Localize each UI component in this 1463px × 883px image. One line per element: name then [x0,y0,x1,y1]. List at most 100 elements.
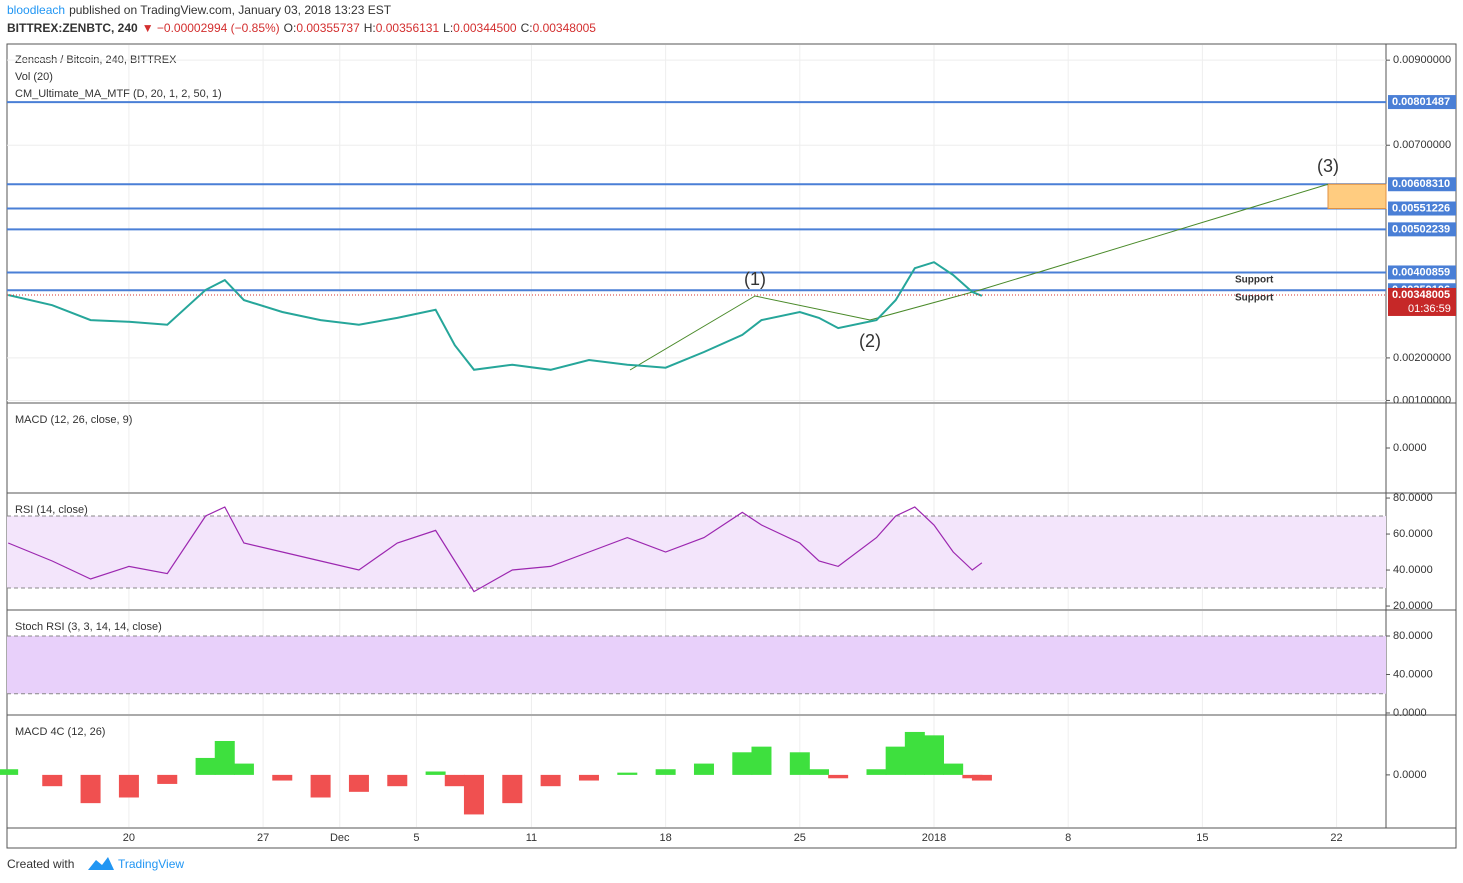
histogram-bar [540,774,561,787]
level-label-bg [1388,95,1456,110]
frame [6,43,1457,849]
y-tick-label: 20.0000 [1393,600,1433,612]
histogram-bar [157,774,178,784]
ohlc-value: 0.00348005 [533,21,597,35]
level-label: 0.00502239 [1392,223,1450,235]
histogram-bar [118,774,139,798]
ohlc-key: C: [521,21,533,35]
histogram-bar [732,752,753,775]
histogram-bar [195,757,216,775]
ohlc-value: 0.00344500 [453,21,517,35]
x-tick-label: 8 [1065,832,1071,844]
tradingview-logo [88,857,114,870]
histogram-bar [578,774,599,781]
histogram-bar [387,774,408,787]
x-tick-label: 20 [123,832,135,844]
ohlc-key: O: [284,21,297,35]
histogram-bar [502,774,523,804]
wave-label: (2) [859,331,881,351]
ohlc-key: L: [443,21,453,35]
level-label: 0.00608310 [1392,178,1450,190]
y-tick-label: 0.00900000 [1393,54,1451,66]
histogram-bar [885,746,906,775]
histogram-bar [444,774,465,787]
histogram-bar [866,769,887,775]
y-tick-label: 0.0000 [1393,769,1427,781]
last-price-bg [1388,287,1456,316]
y-tick-label: 0.00200000 [1393,352,1451,364]
x-tick-label: 22 [1330,832,1342,844]
histogram-bar [789,752,810,775]
target-box [1327,183,1387,210]
indicator-title: Vol (20) [15,71,53,83]
change: ▼ −0.00002994 (−0.85%) [142,21,280,35]
histogram-bar [310,774,331,798]
histogram-bar [463,774,484,815]
pane-title: Stoch RSI (3, 3, 14, 14, close) [15,621,162,633]
x-tick-label: 27 [257,832,269,844]
x-tick-label: Dec [330,832,350,844]
pane-title: MACD 4C (12, 26) [15,726,105,738]
ohlc-key: H: [364,21,376,35]
last-price-label: 0.00348005 [1392,289,1450,301]
histogram-bar [924,735,945,775]
symbol: BITTREX:ZENBTC, 240 [7,21,138,35]
header-line: bloodleach published on TradingView.com, … [7,3,392,17]
level-label: 0.00801487 [1392,96,1450,108]
rsi-line [7,506,983,593]
y-tick-label: 0.00100000 [1393,394,1451,406]
x-tick-label: 5 [413,832,419,844]
histogram-bar [272,774,293,781]
trend-line [754,295,871,321]
x-tick-label: 15 [1196,832,1208,844]
y-tick-label: 80.0000 [1393,630,1433,642]
footer-created: Created with [7,857,74,871]
y-tick-label: 40.0000 [1393,564,1433,576]
histogram-bar [904,731,925,775]
y-tick-label: 0.00700000 [1393,139,1451,151]
histogram-bar [693,763,714,775]
pane-title: RSI (14, close) [15,504,88,516]
histogram-bar [425,771,446,775]
indicator-title: CM_Ultimate_MA_MTF (D, 20, 1, 2, 50, 1) [15,88,222,100]
level-label: 0.00551226 [1392,202,1450,214]
histogram-bar [233,763,254,775]
ohlc-value: 0.00355737 [296,21,360,35]
histogram-bar [808,769,829,775]
wave-label: (1) [744,269,766,289]
histogram-bar [943,763,964,775]
trend-line [629,295,756,371]
histogram-bar [42,774,63,787]
level-label-bg [1388,222,1456,237]
symbol-line: BITTREX:ZENBTC, 240 ▼ −0.00002994 (−0.85%… [7,21,596,35]
level-label: 0.00400859 [1392,266,1450,278]
x-tick-label: 25 [794,832,806,844]
x-tick-label: 2018 [922,832,946,844]
pane-title: MACD (12, 26, close, 9) [15,414,132,426]
level-label-bg [1388,177,1456,192]
level-label-bg [1388,265,1456,280]
histogram-bar [214,740,235,775]
histogram-bar [828,774,849,779]
ohlc-value: 0.00356131 [376,21,440,35]
published: published on TradingView.com, January 03… [69,3,392,17]
x-tick-label: 11 [526,832,537,844]
histogram-bar [0,769,19,775]
band [7,516,1386,589]
footer-brand[interactable]: TradingView [118,857,184,871]
author[interactable]: bloodleach [7,3,65,17]
level-label-bg [1388,201,1456,216]
countdown: 01:36:59 [1408,303,1451,315]
y-tick-label: 60.0000 [1393,528,1433,540]
y-tick-label: 40.0000 [1393,668,1433,680]
x-tick-label: 18 [660,832,672,844]
histogram-bar [655,769,676,775]
histogram-bar [971,774,992,781]
support-label: Support [1235,275,1274,286]
band [7,635,1386,694]
y-tick-label: 80.0000 [1393,492,1433,504]
trend-line [979,183,1329,291]
wave-label: (3) [1317,156,1339,176]
